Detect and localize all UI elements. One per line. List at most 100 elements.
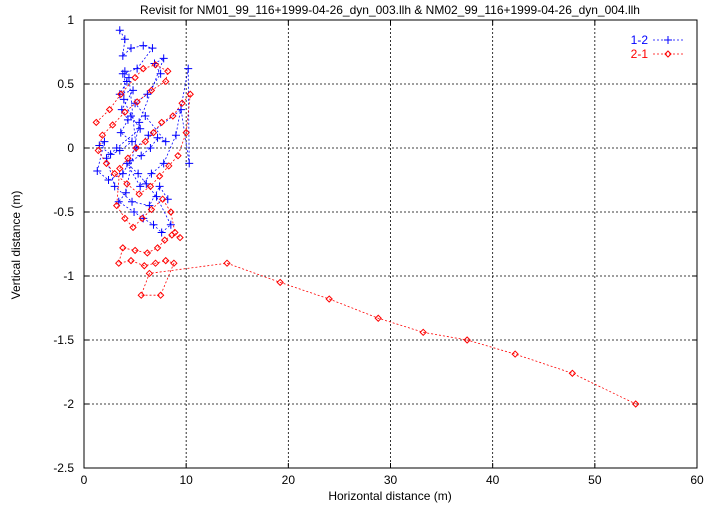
data-point	[144, 131, 153, 140]
data-point	[162, 77, 170, 86]
grid-lines	[84, 20, 697, 468]
data-point	[374, 314, 382, 322]
data-point	[110, 182, 119, 191]
data-point	[129, 86, 138, 95]
data-point	[139, 214, 148, 223]
legend-marker	[664, 36, 672, 44]
data-point	[155, 182, 164, 191]
series-line-1-2	[96, 30, 190, 234]
data-point	[126, 112, 135, 120]
data-point	[171, 131, 180, 140]
data-point	[161, 236, 169, 244]
data-point	[167, 208, 175, 216]
data-point	[137, 151, 146, 160]
chart-title: Revisit for NM01_99_116+1999-04-26_dyn_0…	[140, 3, 640, 17]
data-point	[419, 328, 427, 337]
data-point	[184, 64, 193, 73]
data-point	[132, 144, 140, 152]
axis-ticks: 0 10 20 30 40 50 60 1 0.5 0 -0.5 -1 -1.5 -2 -2.5	[53, 13, 704, 487]
data-point	[121, 188, 130, 197]
y-tick-label: 1	[67, 13, 74, 27]
data-point	[92, 118, 100, 127]
y-tick-label: -1	[63, 269, 74, 283]
data-point	[140, 262, 148, 270]
data-point	[156, 291, 165, 299]
data-point	[159, 159, 168, 168]
y-tick-label: -0.5	[53, 205, 74, 219]
data-point	[93, 167, 102, 176]
data-point	[223, 259, 231, 267]
data-point	[164, 67, 172, 75]
data-point	[138, 214, 146, 223]
data-point	[148, 44, 157, 53]
data-point	[153, 133, 162, 142]
data-point	[105, 105, 114, 114]
data-point	[136, 182, 145, 191]
data-point	[177, 105, 186, 114]
data-point	[145, 269, 154, 278]
data-point	[147, 86, 156, 95]
y-axis-label: Vertical distance (m)	[9, 191, 23, 300]
data-point	[117, 90, 125, 98]
legend-label: 2-1	[631, 47, 649, 61]
data-point	[276, 278, 284, 287]
data-point	[185, 159, 194, 168]
legend-label: 1-2	[631, 33, 649, 47]
data-point	[143, 90, 152, 99]
data-point	[158, 195, 167, 203]
y-tick-label: 0	[67, 141, 74, 155]
data-point	[124, 154, 132, 162]
data-point	[131, 246, 139, 255]
data-point	[169, 112, 177, 120]
data-point	[151, 259, 160, 267]
x-tick-label: 30	[384, 473, 398, 487]
data-point	[147, 169, 156, 178]
series-layer	[92, 26, 640, 408]
x-tick-label: 10	[179, 473, 193, 487]
data-point	[130, 208, 139, 216]
data-point	[131, 73, 139, 82]
data-point	[631, 400, 640, 408]
data-point	[116, 128, 125, 137]
data-point	[115, 259, 123, 267]
data-point	[127, 256, 135, 265]
data-point	[100, 137, 109, 146]
data-point	[166, 220, 175, 229]
data-point	[325, 295, 333, 303]
data-point	[129, 223, 137, 232]
data-point	[155, 172, 164, 180]
data-point	[135, 118, 144, 127]
data-point	[134, 169, 143, 178]
y-tick-label: -2.5	[53, 461, 74, 475]
data-point	[110, 169, 119, 178]
data-point	[128, 197, 137, 206]
data-point	[119, 244, 127, 252]
data-point	[118, 169, 127, 178]
data-point	[139, 41, 148, 50]
data-point	[133, 98, 141, 106]
data-point	[568, 369, 577, 377]
data-point	[108, 121, 117, 129]
data-point	[141, 137, 150, 146]
data-point	[146, 182, 155, 191]
x-tick-label: 40	[486, 473, 500, 487]
data-point	[121, 214, 129, 223]
series-line-2-1	[96, 64, 636, 405]
x-tick-label: 60	[690, 473, 704, 487]
data-point	[135, 190, 143, 198]
data-point	[123, 180, 131, 188]
data-point	[137, 291, 145, 299]
data-point	[126, 44, 135, 53]
y-tick-label: 0.5	[57, 77, 74, 91]
data-point	[149, 220, 158, 229]
data-point	[121, 108, 129, 116]
data-point	[161, 137, 170, 146]
data-point	[120, 35, 129, 44]
data-point	[152, 192, 161, 201]
data-point	[463, 336, 471, 344]
data-point	[122, 77, 131, 86]
data-point	[162, 256, 170, 265]
data-point	[102, 159, 111, 168]
data-point	[142, 179, 151, 188]
